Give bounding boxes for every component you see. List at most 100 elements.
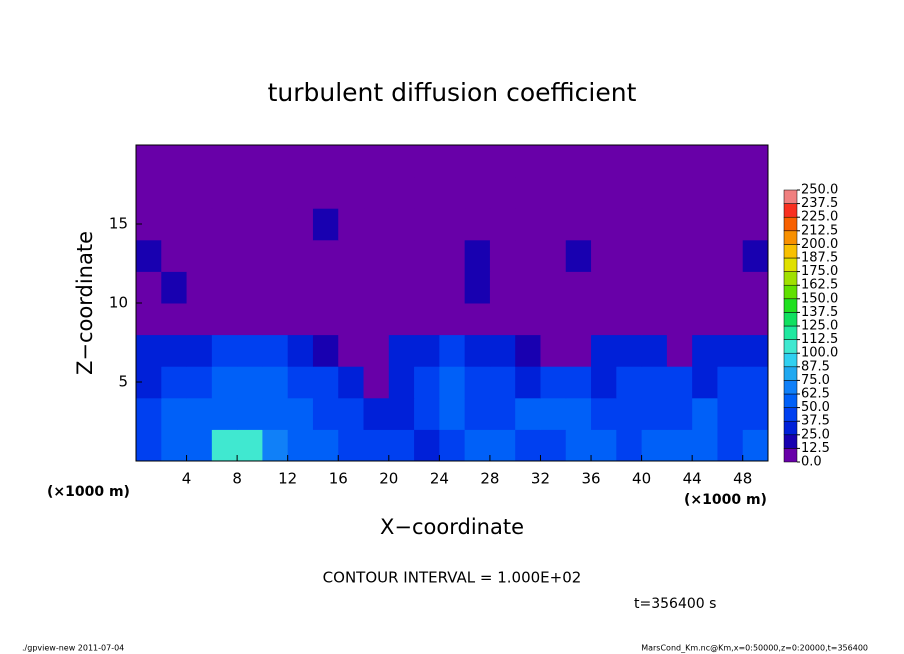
heatmap-cell: [439, 176, 466, 209]
heatmap-cell: [515, 303, 541, 336]
heatmap-cell: [717, 397, 744, 430]
heatmap-cell: [616, 303, 643, 336]
heatmap-cell: [717, 208, 744, 241]
heatmap-cell: [136, 176, 162, 209]
y-unit: (×1000 m): [47, 484, 130, 500]
heatmap-cell: [287, 271, 314, 304]
colorbar-swatch: [783, 284, 798, 300]
time-label: t=356400 s: [634, 596, 716, 612]
heatmap-cell: [692, 208, 718, 241]
heatmap-cell: [439, 429, 466, 462]
colorbar-label: 250.0: [801, 183, 838, 198]
colorbar-label: 187.5: [801, 251, 838, 266]
heatmap-cell: [312, 429, 339, 462]
heatmap-cell: [591, 145, 617, 178]
heatmap-cell: [211, 239, 238, 272]
x-tick-label: 8: [232, 470, 242, 488]
heatmap-cell: [540, 429, 567, 462]
heatmap-cell: [363, 397, 390, 430]
x-tick-label: 12: [278, 470, 297, 488]
heatmap-cell: [211, 145, 238, 178]
heatmap-cell: [414, 366, 440, 399]
heatmap-cell: [616, 334, 643, 367]
heatmap-cell: [186, 176, 213, 209]
colorbar-swatch: [783, 312, 798, 327]
heatmap-cell: [136, 145, 162, 178]
heatmap-cell: [641, 397, 668, 430]
heatmap-cell: [439, 303, 466, 336]
heatmap-cell: [515, 239, 541, 272]
heatmap-cell: [338, 145, 365, 178]
heatmap-cell: [237, 145, 263, 178]
heatmap-cell: [211, 271, 238, 304]
heatmap-cell: [464, 239, 491, 272]
heatmap-cell: [692, 397, 718, 430]
heatmap-cell: [439, 271, 466, 304]
heatmap-cell: [287, 397, 314, 430]
heatmap-cell: [489, 366, 516, 399]
heatmap-cell: [565, 176, 592, 209]
heatmap-cell: [237, 303, 263, 336]
x-tick-label: 48: [733, 470, 752, 488]
heatmap-cell: [641, 271, 668, 304]
colorbar-swatch: [783, 448, 798, 463]
heatmap-cell: [388, 303, 415, 336]
heatmap-cell: [540, 303, 567, 336]
heatmap-cell: [211, 208, 238, 241]
heatmap-cell: [540, 366, 567, 399]
heatmap-cell: [540, 397, 567, 430]
heatmap-cell: [666, 271, 693, 304]
heatmap-cell: [717, 429, 744, 462]
heatmap-cell: [136, 239, 162, 272]
colorbar-swatch: [783, 366, 798, 381]
heatmap-cell: [742, 239, 769, 272]
heatmap-cell: [515, 145, 541, 178]
colorbar-label: 162.5: [801, 278, 838, 293]
heatmap-cell: [211, 334, 238, 367]
heatmap-cell: [237, 208, 263, 241]
heatmap-cell: [641, 303, 668, 336]
heatmap-cell: [692, 429, 718, 462]
heatmap-cell: [464, 145, 491, 178]
heatmap-cell: [414, 429, 440, 462]
heatmap-cell: [363, 334, 390, 367]
colorbar-swatch: [783, 257, 798, 272]
heatmap-cell: [717, 334, 744, 367]
heatmap-cell: [692, 176, 718, 209]
heatmap-cell: [641, 429, 668, 462]
heatmap-cell: [489, 429, 516, 462]
heatmap-cell: [161, 145, 188, 178]
heatmap-cell: [515, 334, 541, 367]
heatmap-cell: [565, 334, 592, 367]
colorbar-label: 212.5: [801, 223, 838, 238]
heatmap-cell: [287, 366, 314, 399]
heatmap-cell: [414, 303, 440, 336]
heatmap-cell: [161, 334, 188, 367]
colorbar-swatch: [783, 407, 798, 422]
heatmap-cell: [616, 271, 643, 304]
heatmap-cell: [388, 271, 415, 304]
colorbar-swatch: [783, 298, 798, 313]
heatmap-cell: [186, 208, 213, 241]
heatmap-cell: [237, 176, 263, 209]
heatmap-cell: [388, 429, 415, 462]
heatmap-cell: [338, 271, 365, 304]
heatmap-cell: [439, 208, 466, 241]
colorbar-swatch: [783, 339, 798, 354]
heatmap-cell: [237, 397, 263, 430]
heatmap-cell: [717, 239, 744, 272]
heatmap-cell: [489, 303, 516, 336]
heatmap-cell: [591, 208, 617, 241]
heatmap-cell: [136, 334, 162, 367]
y-tick-label: 5: [118, 373, 128, 391]
heatmap-cell: [717, 176, 744, 209]
heatmap-cell: [666, 366, 693, 399]
y-tick-label: 15: [109, 215, 128, 233]
heatmap-cell: [666, 397, 693, 430]
heatmap-cell: [338, 239, 365, 272]
heatmap-cell: [742, 176, 769, 209]
heatmap-cell: [565, 271, 592, 304]
colorbar-swatch: [783, 352, 798, 368]
heatmap-cell: [692, 271, 718, 304]
heatmap-cell: [591, 239, 617, 272]
